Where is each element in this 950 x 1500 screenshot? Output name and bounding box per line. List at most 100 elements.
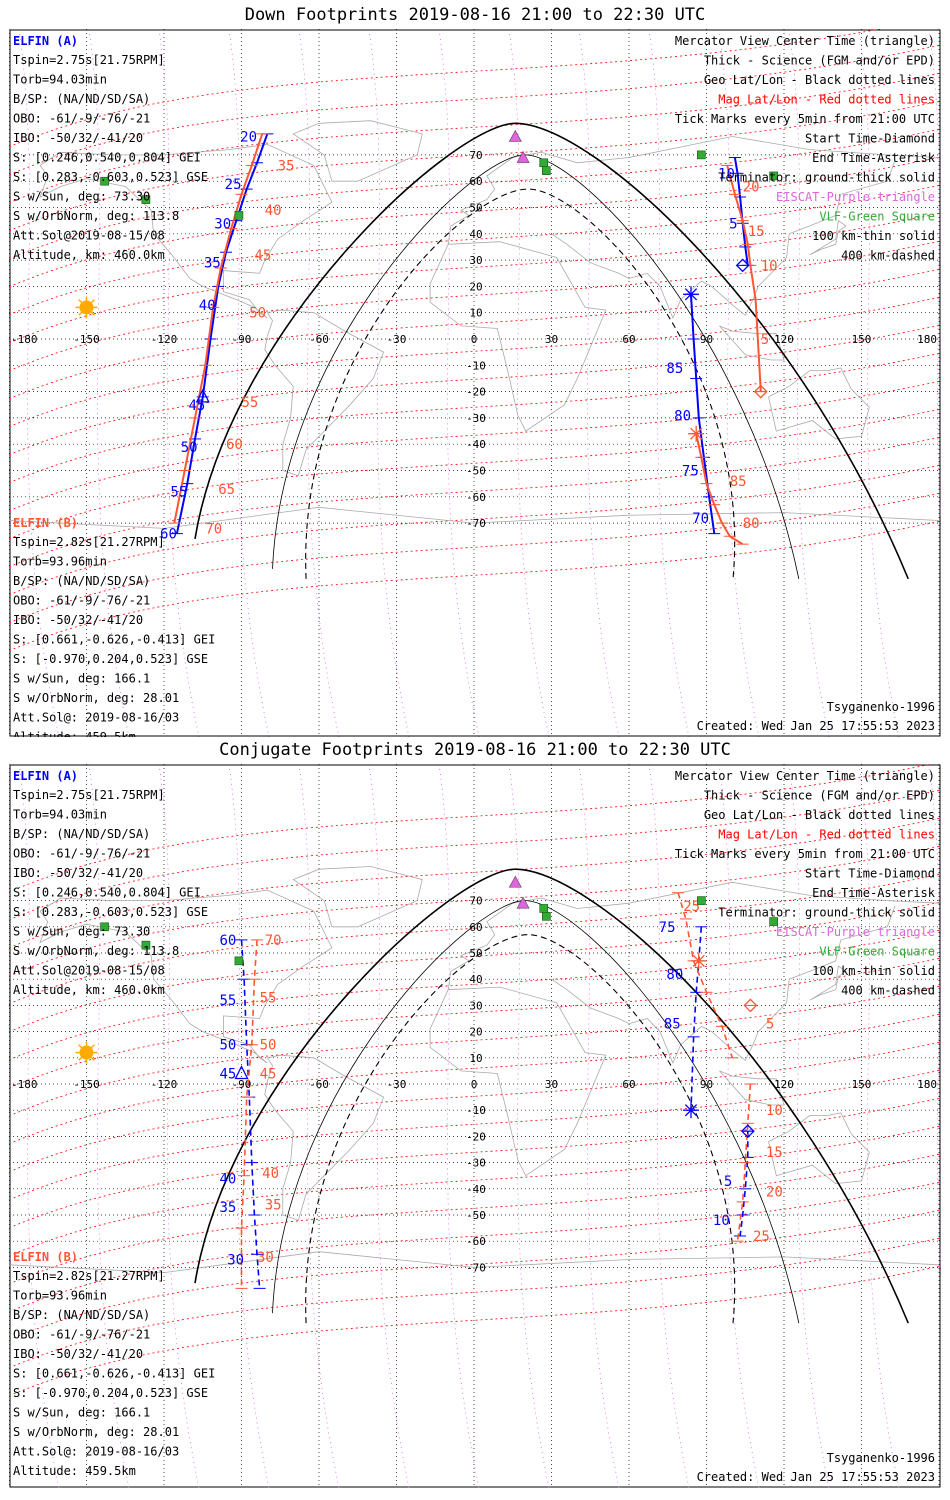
down-footprints-plot: -180 -150 -120 -90 -60 -30 0 30 60 90 120 150 180 -70… (9, 29, 941, 737)
mag-lon-gridline (928, 764, 941, 1278)
time-label-a: 30 (214, 216, 231, 232)
elfin-a-time-labels: 5 10 75 80 85 30 35 40 45 50 55 60 (219, 920, 732, 1269)
mag-lat-gridline (9, 464, 941, 596)
coastline (429, 241, 607, 432)
elfin-b-info: ELFIN (B) Tspin=2.82s[21.27RPM] Torb=93.96… (13, 516, 215, 737)
time-label-b: 55 (260, 991, 277, 1007)
y-tick-label: 20 (469, 280, 482, 293)
elfin-a-info-line: B/SP: (NA/ND/SD/SA) (13, 827, 150, 841)
x-tick-label: 0 (471, 1078, 478, 1091)
track-line (733, 157, 749, 266)
x-tick-label: -180 (11, 333, 38, 346)
legend-entry: Terminator: ground-thick solid (718, 171, 935, 185)
mag-lat-gridline (9, 1209, 941, 1341)
x-tick-label: -60 (309, 1078, 329, 1091)
time-label-b: 40 (265, 203, 282, 219)
axis-labels: -180 -150 -120 -90 -60 -30 0 30 60 90 120 150 180 -70… (11, 895, 937, 1275)
mag-lon-gridline (298, 764, 340, 1488)
mag-lat-gridline (9, 128, 941, 260)
x-tick-label: 90 (700, 333, 713, 346)
legend-entry: 400 km-dashed (841, 984, 935, 998)
time-label-b: 10 (761, 258, 778, 274)
legend-entry: EISCAT-Purple triangle (776, 925, 935, 939)
y-tick-label: 10 (469, 1052, 482, 1065)
time-label-a: 45 (219, 1067, 236, 1083)
elfin-b-info-line: S: [-0.970,0.204,0.523] GSE (13, 1386, 208, 1400)
legend-entry: 100 km-thin solid (812, 229, 935, 243)
legend-entry: Terminator: ground-thick solid (718, 906, 935, 920)
x-tick-label: 120 (774, 1078, 794, 1091)
x-tick-label: -60 (309, 333, 329, 346)
vlf-square-icon (539, 158, 549, 168)
coastline (719, 325, 785, 361)
elfin-b-info-line: IBO: -50/32/-41/20 (13, 1347, 143, 1361)
legend-entry: Geo Lat/Lon - Black dotted lines (704, 808, 935, 822)
elfin-a-info-line: OBO: -61/-9/-76/-21 (13, 847, 150, 861)
mag-lat-gridline (9, 352, 941, 484)
time-label-a: 25 (225, 177, 242, 193)
x-tick-label: 180 (917, 333, 937, 346)
mag-lon-gridline (718, 764, 760, 1488)
coastline (292, 120, 423, 182)
time-label-b: 70 (265, 933, 282, 949)
coastline (429, 986, 607, 1177)
elfin-a-info-line: S w/OrbNorm, deg: 113.8 (13, 209, 179, 223)
start-diamond-icon (740, 1124, 755, 1139)
terminator-400km-line (305, 934, 736, 1324)
conjugate-footprints-plot: -180 -150 -120 -90 -60 -30 0 30 60 90 120 150 180 -70… (9, 764, 941, 1488)
vlf-square-icon (234, 211, 244, 220)
coastline (719, 1070, 785, 1106)
elfin-a-track (235, 926, 754, 1289)
time-label-a: 85 (666, 361, 683, 377)
time-label-a: 70 (692, 511, 709, 527)
track-line (240, 939, 261, 1289)
y-tick-label: 20 (469, 1026, 482, 1039)
coastline (768, 1112, 870, 1185)
elfin-b-info-line: S w/Sun, deg: 166.1 (13, 1406, 150, 1420)
elfin-b-info-line: OBO: -61/-9/-76/-21 (13, 1328, 150, 1342)
y-tick-label: -40 (466, 1183, 486, 1196)
y-tick-label: 50 (469, 947, 482, 960)
elfin-a-info-line: B/SP: (NA/ND/SD/SA) (13, 92, 150, 106)
elfin-b-info-line: Att.Sol@: 2019-08-16/03 (13, 711, 179, 725)
time-label-b: 40 (262, 1166, 279, 1182)
time-label-a: 80 (674, 408, 691, 424)
y-tick-label: 70 (469, 149, 482, 162)
track-line (736, 1083, 752, 1242)
mag-lat-gridline (9, 789, 941, 921)
time-label-b: 25 (683, 899, 700, 915)
elfin-b-info-line: Tspin=2.82s[21.27RPM] (13, 535, 165, 549)
legend-entry: Start Time-Diamond (805, 132, 935, 146)
legend-entry: Mag Lat/Lon - Red dotted lines (718, 93, 935, 107)
elfin-b-info-line: S: [0.661,-0.626,-0.413] GEI (13, 633, 215, 647)
mag-lat-gridline (9, 901, 941, 1033)
x-tick-label: -30 (387, 1078, 407, 1091)
elfin-a-info-line: IBO: -50/32/-41/20 (13, 866, 143, 880)
elfin-a-name: ELFIN (A) (13, 769, 78, 783)
y-tick-label: 30 (469, 999, 482, 1012)
time-label-b: 55 (242, 395, 259, 411)
mag-lat-gridline (9, 985, 941, 1117)
elfin-b-info-line: IBO: -50/32/-41/20 (13, 613, 143, 627)
vlf-square-icon (141, 940, 151, 950)
start-diamond-icon (753, 384, 768, 399)
geo-grid (9, 29, 941, 737)
time-label-b: 30 (257, 1250, 274, 1266)
mag-lat-gridline (9, 44, 941, 176)
panel-title-conjugate: Conjugate Footprints 2019-08-16 21:00 to… (219, 740, 731, 760)
coastline (768, 367, 870, 440)
sun-ray (90, 1056, 95, 1061)
elfin-b-info-line: Torb=93.96min (13, 555, 107, 569)
sun-ray (90, 1044, 95, 1049)
time-label-b: 60 (226, 437, 243, 453)
y-tick-label: 10 (469, 307, 482, 320)
mag-lat-gridline (9, 764, 934, 893)
y-tick-label: -70 (466, 1261, 486, 1274)
end-asterisk-icon (684, 288, 698, 301)
elfin-a-info-line: Tspin=2.75s[21.75RPM] (13, 53, 165, 67)
mag-lat-gridline (9, 156, 941, 288)
vlf-square-icon (100, 922, 109, 932)
y-tick-label: -50 (466, 1209, 486, 1222)
legend-entry: Geo Lat/Lon - Black dotted lines (704, 73, 935, 87)
